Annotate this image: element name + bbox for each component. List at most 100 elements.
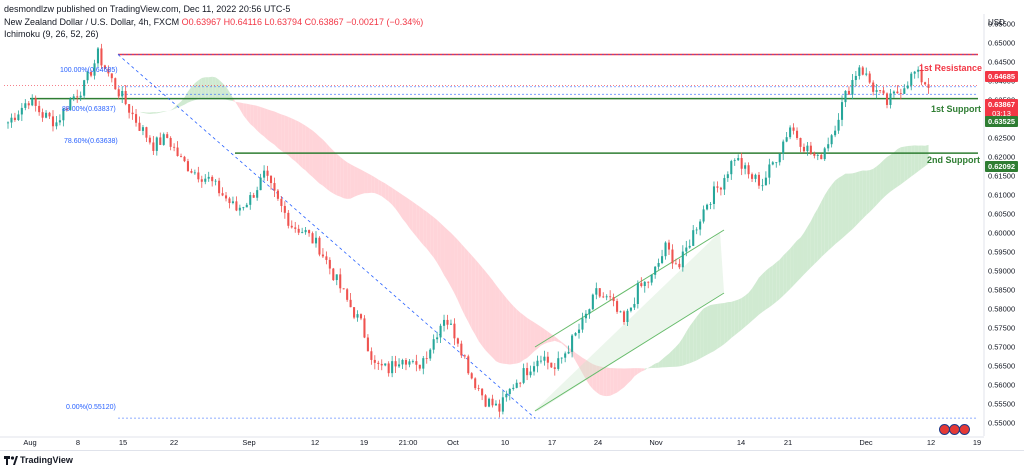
candle-body xyxy=(817,155,819,156)
cloud-segment xyxy=(427,212,430,253)
candle-body xyxy=(242,207,244,208)
cloud-segment xyxy=(413,202,416,237)
cloud-segment xyxy=(915,145,918,174)
x-tick-label: 12 xyxy=(927,438,935,447)
cloud-segment xyxy=(358,168,361,195)
candle-body xyxy=(464,355,466,356)
cloud-segment xyxy=(271,110,274,144)
cloud-segment xyxy=(901,147,904,185)
candle-body xyxy=(183,157,185,161)
candle-body xyxy=(332,269,334,280)
candle-body xyxy=(761,185,763,186)
x-tick-label: 14 xyxy=(737,438,745,447)
candle-body xyxy=(820,155,822,159)
candle-body xyxy=(384,363,386,365)
candle-body xyxy=(48,113,50,117)
candle-body xyxy=(678,264,680,267)
candle-body xyxy=(173,147,175,148)
cloud-segment xyxy=(403,195,406,223)
ichimoku-cloud xyxy=(98,77,929,396)
candle-body xyxy=(568,352,570,354)
cloud-segment xyxy=(396,190,399,213)
candle-body xyxy=(744,165,746,168)
candle-body xyxy=(318,238,320,255)
cloud-segment xyxy=(704,307,707,357)
candle-body xyxy=(270,176,272,183)
candle-body xyxy=(613,297,615,301)
cloud-segment xyxy=(859,171,862,223)
candle-body xyxy=(24,103,26,108)
candle-body xyxy=(350,300,352,307)
candle-body xyxy=(585,314,587,318)
candle-body xyxy=(654,267,656,275)
resistance-label: 1st Resistance xyxy=(919,63,982,73)
cloud-segment xyxy=(171,108,174,111)
x-tick-label: 19 xyxy=(360,438,368,447)
candle-body xyxy=(692,230,694,246)
candle-body xyxy=(595,288,597,294)
cloud-segment xyxy=(486,271,489,354)
candle-body xyxy=(450,324,452,325)
candle-body xyxy=(851,80,853,95)
x-tick-label: 15 xyxy=(119,438,127,447)
cloud-segment xyxy=(337,154,340,197)
cloud-segment xyxy=(780,256,783,299)
cloud-segment xyxy=(814,208,817,264)
us-flag-icon[interactable] xyxy=(959,424,970,435)
candle-body xyxy=(301,232,303,233)
candle-body xyxy=(166,134,168,138)
candle-body xyxy=(526,368,528,375)
candle-body xyxy=(620,311,622,312)
candle-body xyxy=(415,361,417,365)
candle-body xyxy=(422,358,424,368)
cloud-segment xyxy=(385,183,388,201)
cloud-segment xyxy=(839,176,842,241)
cloud-segment xyxy=(157,112,160,114)
candle-body xyxy=(685,248,687,252)
y-tick-label: 0.64500 xyxy=(988,58,1015,67)
candle-body xyxy=(896,92,898,94)
candle-body xyxy=(343,288,345,289)
candle-body xyxy=(215,181,217,182)
cloud-segment xyxy=(506,298,509,364)
cloud-segment xyxy=(745,293,748,327)
candle-body xyxy=(145,127,147,138)
candle-body xyxy=(156,137,158,150)
candle-body xyxy=(100,48,102,65)
candle-body xyxy=(647,282,649,283)
candle-body xyxy=(924,82,926,84)
cloud-segment xyxy=(340,157,343,198)
y-tick-label: 0.60500 xyxy=(988,210,1015,219)
candle-body xyxy=(419,365,421,369)
candle-body xyxy=(225,195,227,198)
price-chart[interactable]: 0.655000.650000.645000.640000.635000.630… xyxy=(0,0,1024,450)
candle-body xyxy=(298,229,300,233)
candle-body xyxy=(813,153,815,155)
cloud-segment xyxy=(375,177,378,194)
candle-body xyxy=(706,205,708,210)
resistance-price-tag: 0.64685 xyxy=(985,71,1018,82)
footer-brand: TradingView xyxy=(20,455,73,465)
candle-body xyxy=(824,148,826,159)
candle-body xyxy=(187,161,189,171)
cloud-segment xyxy=(714,304,717,351)
candle-body xyxy=(661,256,663,263)
cloud-segment xyxy=(631,368,634,380)
cloud-segment xyxy=(749,288,752,323)
candle-body xyxy=(550,363,552,368)
cloud-segment xyxy=(364,172,367,194)
y-tick-label: 0.55500 xyxy=(988,400,1015,409)
candle-body xyxy=(412,361,414,362)
cloud-segment xyxy=(870,169,873,212)
candle-body xyxy=(796,131,798,138)
candle-body xyxy=(751,174,753,179)
cloud-segment xyxy=(835,178,838,244)
flag-icons[interactable] xyxy=(939,424,969,434)
candle-body xyxy=(471,373,473,378)
candle-body xyxy=(235,201,237,210)
x-tick-label: Nov xyxy=(649,438,663,447)
cloud-segment xyxy=(216,77,219,98)
candle-body xyxy=(907,86,909,89)
candle-body xyxy=(28,103,30,105)
cloud-segment xyxy=(319,137,322,186)
